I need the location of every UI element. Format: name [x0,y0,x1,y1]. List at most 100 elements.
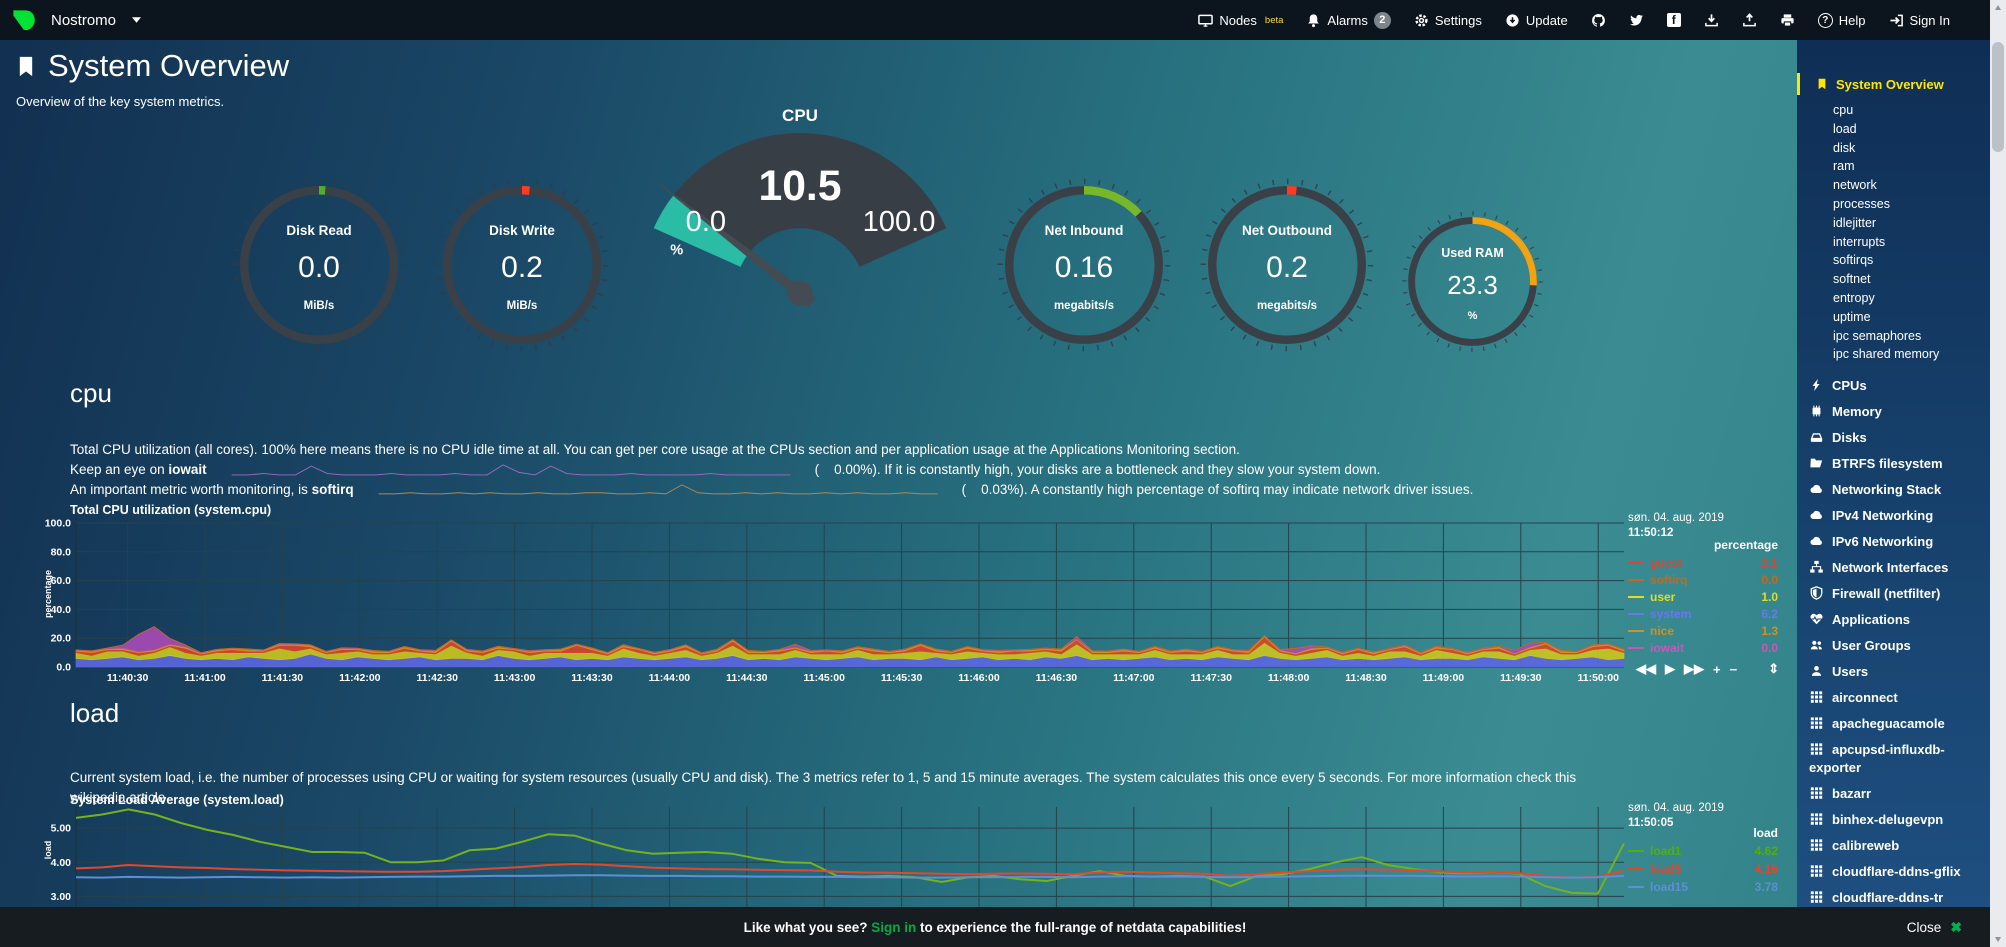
resize-icon[interactable]: ⇕ [1768,661,1780,676]
sidebar-item-processes[interactable]: processes [1833,196,1890,211]
sidebar-item-idlejitter[interactable]: idlejitter [1833,215,1877,230]
sidebar-item-memory[interactable]: Memory [1805,399,1984,425]
nav-signin[interactable]: Sign In [1889,13,1950,28]
sidebar-item-network-interfaces[interactable]: Network Interfaces [1805,555,1984,581]
sidebar-item-ram[interactable]: ram [1833,159,1855,174]
gauge-disk-write[interactable]: Disk Write 0.2 MiB/s [433,176,611,354]
users-icon [1809,638,1824,652]
print-icon [1780,13,1795,28]
sidebar-section-list: CPUs Memory Disks BTRFS filesystem Netwo… [1805,373,1984,911]
brand-menu[interactable]: Nostromo [10,7,141,34]
play-icon[interactable]: ▶ [1665,661,1675,676]
sidebar-item-firewall[interactable]: Firewall (netfilter) [1805,581,1984,607]
nav-nodes[interactable]: Nodes beta [1198,13,1283,28]
load-chart-plot[interactable]: 3.00 4.00 5.00 [40,807,1640,911]
grid-icon [1809,716,1824,730]
nav-print[interactable] [1780,13,1795,28]
sidebar-item-binhex-delugevpn[interactable]: binhex-delugevpn [1805,807,1984,833]
page-header: System Overview Overview of the key syst… [15,48,289,109]
zoom-in-icon[interactable]: + [1713,661,1721,677]
nav-alarms[interactable]: Alarms 2 [1306,11,1391,29]
banner-close[interactable]: Close [1907,919,1962,936]
legend-entry-load15[interactable]: load15 3.78 [1628,878,1778,896]
sidebar-item-calibreweb[interactable]: calibreweb [1805,833,1984,859]
net-outbound-ring [1200,178,1374,352]
sidebar-item-cloudflare-ddns-gflix[interactable]: cloudflare-ddns-gflix [1805,859,1984,885]
sidebar-item-cloudflare-ddns-tr[interactable]: cloudflare-ddns-tr [1805,885,1984,911]
sidebar-item-disks[interactable]: Disks [1805,425,1984,451]
nav-import[interactable] [1742,13,1757,28]
gauge-net-inbound[interactable]: Net Inbound 0.16 megabits/s [995,176,1173,354]
svg-text:60.0: 60.0 [51,575,72,587]
sidebar-item-softnet[interactable]: softnet [1833,272,1871,287]
scroll-down-icon[interactable] [1990,931,2006,947]
legend-entry-nice[interactable]: nice 1.3 [1628,622,1778,639]
legend-entry-load5[interactable]: load5 4.16 [1628,860,1778,878]
sidebar-item-ipv6[interactable]: IPv6 Networking [1805,529,1984,555]
scrollbar-thumb[interactable] [1992,42,2004,152]
scroll-up-icon[interactable] [1990,0,2006,16]
sidebar-item-applications[interactable]: Applications [1805,607,1984,633]
hostname[interactable]: Nostromo [51,11,117,29]
legend-entry-user[interactable]: user 1.0 [1628,588,1778,605]
zoom-out-icon[interactable]: − [1729,661,1738,677]
sidebar-item-apcupsd-influxdb-exporter[interactable]: apcupsd-influxdb-exporter [1809,742,1945,776]
legend-entry-system[interactable]: system 6.2 [1628,605,1778,622]
sidebar-item-user-groups[interactable]: User Groups [1805,633,1984,659]
sidebar-item-cpus[interactable]: CPUs [1805,373,1984,399]
nav-export[interactable] [1704,13,1719,28]
sidebar-item-apacheguacamole[interactable]: apacheguacamole [1805,711,1984,737]
page-scrollbar[interactable] [1990,0,2006,947]
sidebar-item-system-overview[interactable]: System Overview [1797,73,1984,95]
legend-entry-guest[interactable]: guest 2.1 [1628,554,1778,571]
gauge-cpu[interactable]: CPU 10.5 0.0 100.0 % [630,106,970,318]
svg-text:11:44:00: 11:44:00 [649,672,691,684]
sidebar-item-disk[interactable]: disk [1833,140,1856,155]
sidebar-item-ipc-shared-memory[interactable]: ipc shared memory [1833,347,1940,362]
cpu-chart-plot[interactable]: 11:40:30 11:41:00 11:41:30 11:42:00 11:42:30… [40,519,1640,687]
nav-github[interactable] [1591,13,1606,28]
gauge-label: Net Inbound [1044,222,1124,238]
svg-text:20.0: 20.0 [51,633,72,645]
gauge-disk-read[interactable]: Disk Read 0.0 MiB/s [230,176,408,354]
nav-help[interactable]: Help [1817,12,1866,28]
sidebar-item-ipc-semaphores[interactable]: ipc semaphores [1833,328,1922,343]
sidebar-item-softirqs[interactable]: softirqs [1833,253,1874,268]
sidebar-item-uptime[interactable]: uptime [1833,309,1871,324]
sidebar-item-bazarr[interactable]: bazarr [1805,781,1984,807]
gauge-unit: MiB/s [303,299,335,312]
nav-update[interactable]: Update [1505,13,1568,28]
sidebar-item-entropy[interactable]: entropy [1833,290,1875,305]
chart-datetime: søn. 04. aug. 2019 11:50:05 [1628,801,1724,831]
sidebar-item-network[interactable]: network [1833,178,1877,193]
sidebar-item-cpu[interactable]: cpu [1833,103,1854,117]
pan-forward-icon[interactable]: ▶▶ [1684,661,1704,676]
sidebar-item-networking-stack[interactable]: Networking Stack [1805,477,1984,503]
chart-time: 11:50:12 [1628,527,1674,539]
sidebar-item-load[interactable]: load [1833,121,1857,136]
cpu-chart: Total CPU utilization (system.cpu) søn. … [40,503,1786,693]
sidebar-item-btrfs[interactable]: BTRFS filesystem [1805,451,1984,477]
gauge-used-ram[interactable]: Used RAM 23.3 % [1400,209,1545,354]
legend-entry-load1[interactable]: load1 4.62 [1628,842,1778,860]
legend-entry-iowait[interactable]: iowait 0.0 [1628,639,1778,656]
legend-swatch [1628,646,1644,649]
sidebar-item-users[interactable]: Users [1805,659,1984,685]
nav-facebook[interactable] [1666,13,1681,27]
pan-backward-icon[interactable]: ◀◀ [1636,661,1656,676]
sidebar-item-ipv4[interactable]: IPv4 Networking [1805,503,1984,529]
gauge-unit: % [670,242,683,258]
sidebar-item-interrupts[interactable]: interrupts [1833,234,1886,249]
svg-text:11:41:00: 11:41:00 [184,672,226,684]
nav-twitter[interactable] [1629,13,1644,28]
gauge-label: Used RAM [1441,245,1504,260]
load-description: Current system load, i.e. the number of … [70,770,1577,805]
gauge-net-outbound[interactable]: Net Outbound 0.2 megabits/s [1198,176,1376,354]
metric-iowait: iowait [168,462,207,477]
legend-entry-softirq[interactable]: softirq 0.0 [1628,571,1778,588]
nav-settings[interactable]: Settings [1414,13,1482,28]
signin-link[interactable]: Sign in [871,919,917,935]
chevron-down-icon [132,17,141,23]
svg-text:11:49:00: 11:49:00 [1423,672,1465,684]
sidebar-item-airconnect[interactable]: airconnect [1805,685,1984,711]
